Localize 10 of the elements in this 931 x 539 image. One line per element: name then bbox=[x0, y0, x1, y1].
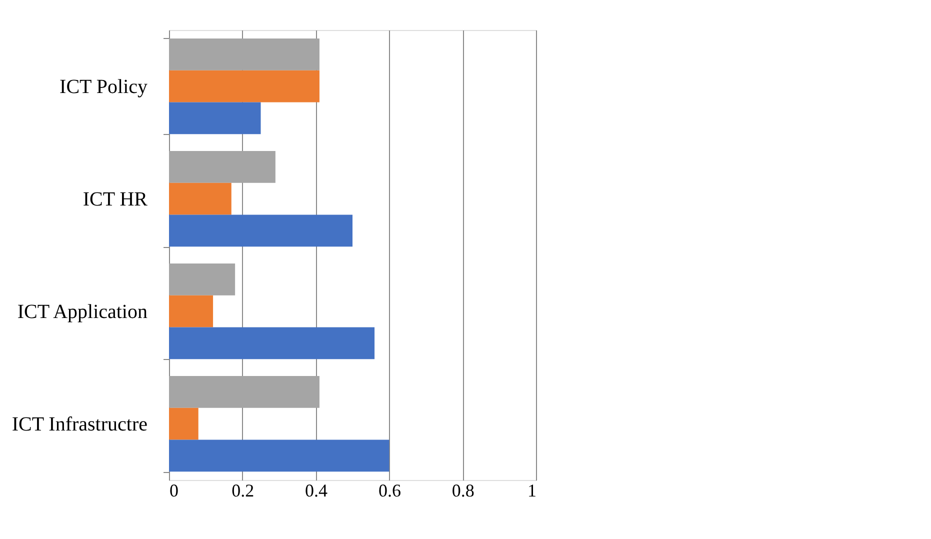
y-tick-label: ICT Policy bbox=[60, 76, 148, 98]
y-tick-label: ICT Infrastructre bbox=[12, 413, 148, 436]
x-tick-label: 0.8 bbox=[452, 480, 474, 500]
x-tick-label: 0.2 bbox=[232, 480, 254, 500]
x-tick-label: 0.4 bbox=[305, 480, 328, 500]
x-tick-label: 1 bbox=[528, 480, 536, 500]
x-tick-label: 0 bbox=[170, 480, 178, 500]
y-tick-label: ICT Application bbox=[17, 300, 148, 323]
y-tick-label: ICT HR bbox=[82, 188, 148, 210]
x-tick-label: 0.6 bbox=[378, 480, 401, 500]
